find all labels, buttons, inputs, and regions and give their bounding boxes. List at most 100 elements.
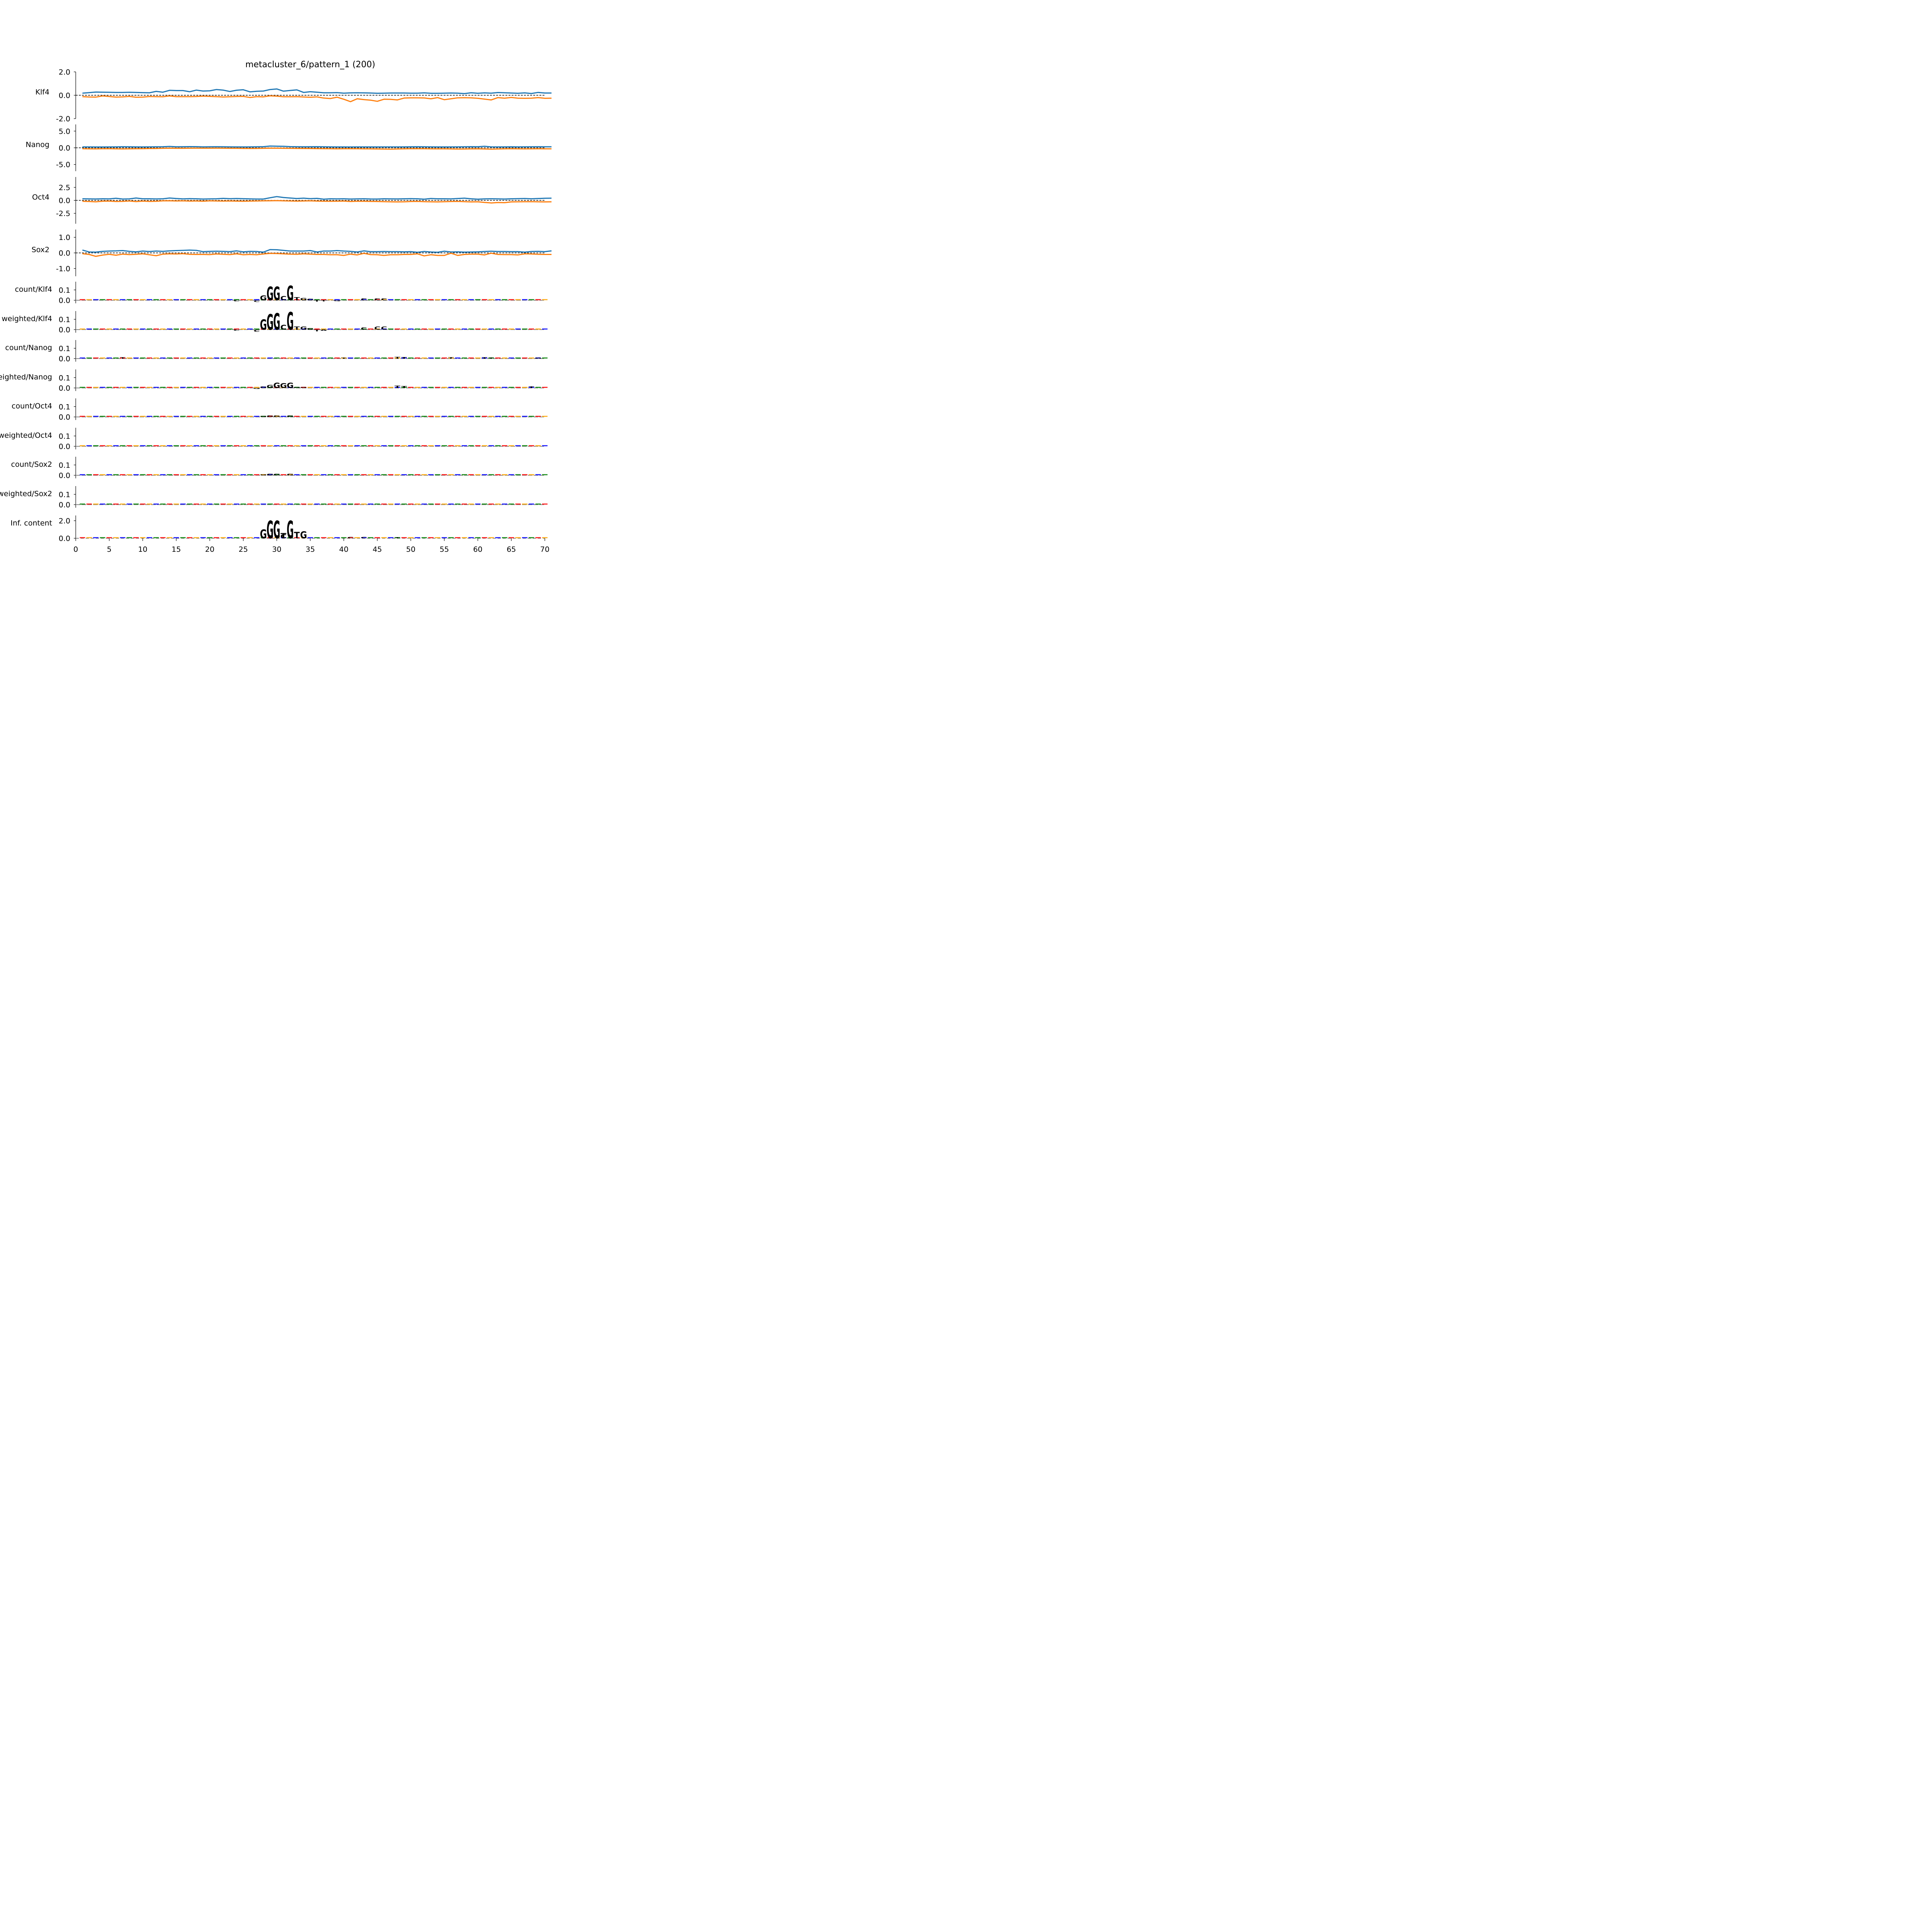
noise-mark <box>328 387 333 388</box>
noise-mark <box>374 445 380 446</box>
noise-mark <box>415 299 420 300</box>
y-tick-label: 0.1 <box>59 432 70 440</box>
noise-mark <box>461 503 467 505</box>
noise-mark <box>314 387 320 388</box>
noise-mark <box>435 299 440 300</box>
x-tick-label: 0 <box>73 545 78 554</box>
noise-mark <box>274 416 280 417</box>
noise-mark <box>106 474 112 475</box>
noise-mark <box>180 387 186 388</box>
noise-mark <box>220 387 226 388</box>
noise-mark <box>120 416 126 417</box>
logo-letter-G: G <box>300 387 307 388</box>
y-tick-label: 0.0 <box>59 355 70 363</box>
row-label: Oct4 <box>32 193 49 202</box>
noise-mark <box>260 328 266 330</box>
noise-mark <box>113 416 119 417</box>
noise-mark <box>395 387 400 388</box>
noise-mark <box>194 328 199 330</box>
x-tick-label: 35 <box>306 545 315 554</box>
noise-mark <box>100 328 105 330</box>
noise-mark <box>435 357 440 359</box>
noise-mark <box>126 299 132 300</box>
row-label: count/Klf4 <box>15 285 52 294</box>
noise-mark <box>267 537 273 538</box>
logo-letter-G: G <box>260 386 267 388</box>
noise-mark <box>395 299 400 300</box>
noise-mark <box>509 328 514 330</box>
y-tick-label: 0.0 <box>59 197 70 205</box>
noise-mark <box>93 328 99 330</box>
logo-letter-G: G <box>267 310 274 335</box>
noise-mark <box>542 416 548 417</box>
logo-letter-G: G <box>287 517 294 544</box>
noise-mark <box>126 445 132 446</box>
noise-mark <box>542 474 548 475</box>
x-tick-label: 40 <box>339 545 349 554</box>
noise-mark <box>267 416 273 417</box>
noise-mark <box>321 299 327 300</box>
noise-mark <box>294 387 300 388</box>
noise-mark <box>100 387 105 388</box>
noise-mark <box>140 537 146 538</box>
noise-mark <box>133 387 139 388</box>
noise-mark <box>475 474 481 475</box>
noise-mark <box>502 503 507 505</box>
noise-mark <box>321 503 327 505</box>
noise-mark <box>220 445 226 446</box>
noise-mark <box>354 537 360 538</box>
noise-mark <box>200 503 206 505</box>
noise-mark <box>220 357 226 359</box>
logo-letter-G: G <box>293 387 300 388</box>
noise-mark <box>240 503 246 505</box>
noise-mark <box>328 416 333 417</box>
noise-mark <box>529 299 534 300</box>
noise-mark <box>395 416 400 417</box>
noise-mark <box>153 357 159 359</box>
noise-mark <box>388 445 394 446</box>
noise-mark <box>395 357 400 359</box>
noise-mark <box>214 537 219 538</box>
logo-letter-G: G <box>267 283 274 304</box>
noise-mark <box>301 387 306 388</box>
logo-letter-C: C <box>253 300 260 303</box>
logo-letter-G: G <box>300 529 307 541</box>
noise-mark <box>408 445 414 446</box>
noise-mark <box>395 537 400 538</box>
noise-mark <box>140 503 146 505</box>
noise-mark <box>401 357 407 359</box>
noise-mark <box>515 474 521 475</box>
noise-mark <box>160 357 166 359</box>
noise-mark <box>120 299 126 300</box>
noise-mark <box>247 537 253 538</box>
noise-mark <box>234 503 240 505</box>
noise-mark <box>113 328 119 330</box>
noise-mark <box>515 387 521 388</box>
logo-letter-T: T <box>401 357 407 359</box>
noise-mark <box>348 328 354 330</box>
noise-mark <box>160 503 166 505</box>
noise-mark <box>247 416 253 417</box>
noise-mark <box>93 445 99 446</box>
noise-mark <box>281 416 286 417</box>
logo-letter-G: G <box>273 283 280 304</box>
noise-mark <box>314 503 320 505</box>
noise-mark <box>535 357 541 359</box>
logo-letter-G: G <box>287 415 294 417</box>
noise-mark <box>354 474 360 475</box>
noise-mark <box>106 299 112 300</box>
noise-mark <box>481 474 487 475</box>
noise-mark <box>220 299 226 300</box>
logo-letter-C: C <box>253 329 260 332</box>
noise-mark <box>281 328 286 330</box>
row-label: weighted/Klf4 <box>2 315 52 323</box>
noise-mark <box>455 387 461 388</box>
y-tick-label: -1.0 <box>56 265 70 273</box>
noise-mark <box>126 357 132 359</box>
logo-letter-T: T <box>341 357 347 359</box>
logo-letter-C: C <box>281 295 287 301</box>
series-negative-line <box>82 95 552 102</box>
noise-mark <box>153 416 159 417</box>
noise-mark <box>267 357 273 359</box>
noise-mark <box>140 474 146 475</box>
